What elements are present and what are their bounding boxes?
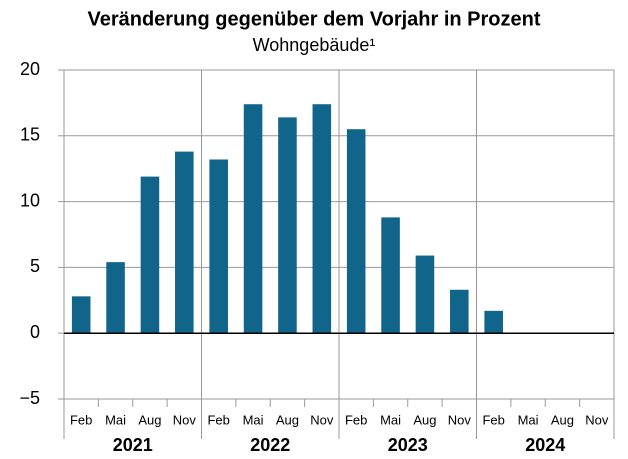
chart-title: Veränderung gegenüber dem Vorjahr in Pro…	[87, 8, 540, 30]
bar	[450, 289, 469, 334]
bar	[71, 296, 91, 334]
bar	[312, 104, 332, 334]
x-tick-label: Nov	[310, 412, 334, 427]
x-tick-label: Nov	[585, 412, 609, 427]
x-tick-label: Aug	[276, 412, 299, 427]
bar	[106, 262, 125, 334]
year-label: 2021	[113, 435, 153, 455]
y-tick-label: 0	[30, 322, 40, 342]
y-tick-label: 10	[20, 190, 40, 210]
bar	[381, 217, 400, 334]
chart-subtitle: Wohngebäude¹	[253, 35, 376, 55]
y-tick-label: 15	[20, 125, 40, 145]
y-tick-label: 5	[30, 256, 40, 276]
x-tick-label: Mai	[518, 412, 539, 427]
y-tick-label: −5	[19, 388, 40, 408]
year-label: 2022	[250, 435, 290, 455]
bar	[278, 117, 297, 334]
x-tick-label: Feb	[482, 412, 504, 427]
x-tick-label: Feb	[345, 412, 367, 427]
bar	[175, 151, 194, 334]
bar	[209, 159, 228, 334]
bar	[346, 129, 366, 334]
x-tick-label: Aug	[413, 412, 436, 427]
bar	[415, 255, 435, 334]
year-label: 2023	[388, 435, 428, 455]
bar	[140, 176, 160, 334]
x-tick-label: Nov	[173, 412, 197, 427]
year-label: 2024	[525, 435, 565, 455]
x-tick-label: Feb	[70, 412, 92, 427]
y-tick-label: 20	[20, 59, 40, 79]
bar	[243, 104, 263, 334]
x-tick-label: Aug	[551, 412, 574, 427]
x-tick-label: Aug	[138, 412, 161, 427]
x-tick-label: Mai	[380, 412, 401, 427]
x-tick-label: Feb	[207, 412, 229, 427]
x-tick-label: Mai	[105, 412, 126, 427]
x-tick-label: Nov	[448, 412, 472, 427]
bar	[484, 310, 503, 334]
x-tick-label: Mai	[243, 412, 264, 427]
